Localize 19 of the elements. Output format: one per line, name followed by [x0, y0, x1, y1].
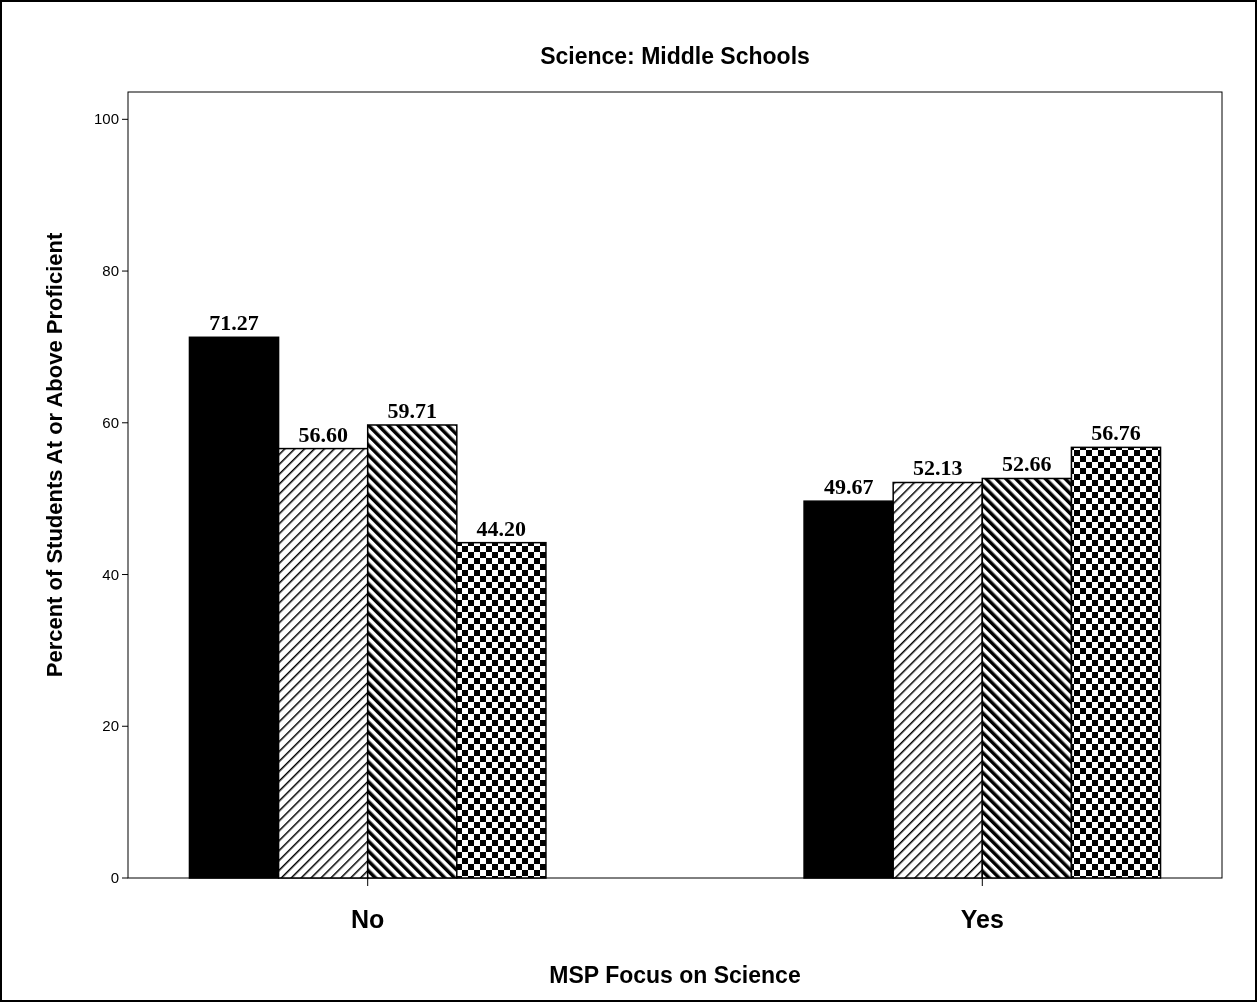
y-tick-label: 60	[102, 413, 119, 431]
y-tick-label: 20	[102, 717, 119, 735]
chart-title: Science: Middle Schools	[540, 43, 810, 69]
data-label: 52.66	[1002, 451, 1052, 477]
y-axis-title: Percent of Students At or Above Proficient	[42, 232, 67, 678]
data-label: 56.76	[1091, 420, 1141, 446]
x-tick-label: No	[351, 905, 385, 933]
data-label: 52.13	[912, 455, 963, 481]
data-label: 71.27	[209, 310, 259, 336]
data-label: 49.67	[823, 474, 874, 500]
data-label: 56.60	[298, 421, 348, 447]
y-tick-label: 80	[102, 262, 119, 280]
data-label: 44.20	[476, 515, 527, 541]
x-axis-title: MSP Focus on Science	[549, 962, 801, 988]
x-tick-label: Yes	[960, 905, 1004, 933]
y-tick-label: 100	[93, 110, 119, 128]
y-tick-label: 40	[102, 565, 119, 583]
y-tick-label: 0	[110, 869, 119, 886]
data-label: 59.71	[387, 397, 438, 423]
